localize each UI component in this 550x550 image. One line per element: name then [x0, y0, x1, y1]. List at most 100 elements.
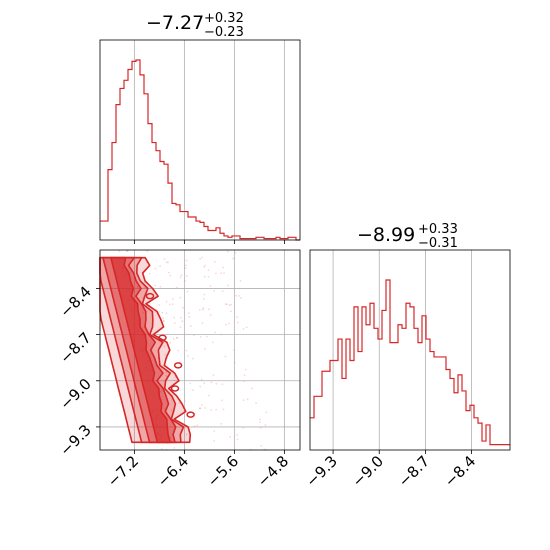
scatter-point	[161, 389, 163, 392]
scatter-point	[173, 322, 176, 324]
scatter-point	[265, 411, 268, 414]
scatter-point	[226, 303, 228, 306]
scatter-point	[220, 272, 222, 274]
scatter-point	[213, 440, 216, 442]
top-left-title-value: −7.27	[146, 12, 204, 34]
scatter-point	[210, 381, 213, 384]
scatter-point	[230, 310, 232, 313]
bottom-left-y-tick-label: −8.7	[56, 329, 94, 367]
scatter-point	[162, 320, 165, 323]
scatter-point	[185, 275, 188, 277]
scatter-point	[201, 256, 204, 259]
top-left-axes-frame	[99, 39, 301, 241]
top-left-title-upper-error: +0.32	[204, 11, 244, 26]
contour-island	[158, 334, 167, 341]
scatter-point	[236, 434, 239, 436]
bottom-right-x-tick-label: −9.0	[349, 452, 387, 490]
scatter-point	[255, 402, 257, 405]
bottom-right-grid	[332, 250, 472, 450]
scatter-point	[173, 316, 176, 319]
bottom-right-x-tick-label: −8.4	[441, 452, 479, 490]
scatter-point	[182, 306, 184, 309]
scatter-point	[242, 328, 245, 330]
panel-bottom-left: −7.2 −6.4 −5.6 −4.8 −8.4 −8.7 −9.0 −9.3	[56, 249, 301, 491]
scatter-point	[203, 382, 206, 385]
scatter-point	[165, 371, 168, 373]
scatter-point	[206, 335, 208, 338]
scatter-point	[159, 265, 162, 267]
scatter-point	[259, 427, 262, 429]
bottom-left-y-tick-label: −9.3	[56, 421, 94, 459]
bottom-left-axes-frame	[99, 249, 301, 451]
scatter-point	[170, 409, 173, 412]
scatter-point	[201, 322, 204, 324]
scatter-point	[203, 293, 206, 296]
scatter-point	[210, 409, 213, 411]
scatter-point	[203, 348, 206, 350]
scatter-point	[159, 285, 162, 288]
scatter-point	[159, 390, 162, 393]
scatter-point	[200, 378, 203, 381]
scatter-point	[168, 271, 170, 274]
scatter-point	[179, 296, 182, 299]
contour-level-4	[110, 256, 171, 444]
scatter-point	[245, 326, 248, 329]
scatter-point	[169, 303, 171, 306]
scatter-point	[169, 436, 172, 439]
scatter-point	[244, 368, 247, 371]
scatter-point	[143, 286, 146, 289]
bottom-left-y-ticks: −8.4 −8.7 −9.0 −9.3	[56, 283, 100, 460]
contour-island	[173, 362, 183, 369]
scatter-point	[118, 250, 121, 253]
scatter-point	[161, 311, 164, 314]
scatter-point	[246, 398, 249, 401]
scatter-point	[184, 267, 187, 269]
scatter-point	[158, 311, 161, 313]
scatter-point	[142, 311, 145, 314]
scatter-point	[213, 430, 216, 433]
bottom-left-y-tick-label: −9.0	[56, 375, 94, 413]
scatter-point	[215, 408, 218, 411]
scatter-point	[259, 418, 261, 421]
scatter-point	[236, 321, 239, 324]
scatter-point	[232, 257, 235, 260]
scatter-point	[185, 264, 187, 267]
bottom-left-contours	[99, 256, 195, 444]
scatter-point	[199, 407, 202, 410]
scatter-point	[136, 286, 139, 289]
scatter-point	[207, 269, 210, 272]
scatter-point	[213, 261, 216, 263]
scatter-point	[225, 323, 227, 326]
scatter-point	[165, 312, 168, 315]
scatter-point	[192, 357, 194, 360]
bottom-right-title-lower-error: −0.31	[418, 236, 458, 251]
scatter-point	[175, 336, 178, 339]
scatter-point	[236, 438, 239, 441]
scatter-point	[259, 421, 261, 424]
scatter-point	[242, 399, 245, 402]
scatter-point	[171, 298, 174, 300]
scatter-point	[202, 307, 205, 310]
scatter-point	[136, 285, 139, 288]
scatter-point	[196, 424, 199, 427]
scatter-point	[204, 407, 207, 409]
scatter-point	[192, 389, 194, 392]
scatter-point	[264, 424, 267, 426]
scatter-point	[204, 264, 206, 267]
scatter-point	[229, 436, 232, 438]
scatter-point	[212, 341, 214, 344]
scatter-point	[199, 385, 202, 388]
top-left-grid	[133, 40, 285, 240]
scatter-point	[207, 276, 210, 278]
scatter-point	[187, 312, 190, 314]
bottom-right-x-tick-label: −8.7	[395, 452, 433, 490]
scatter-point	[172, 337, 175, 340]
scatter-point	[178, 402, 181, 404]
scatter-point	[227, 284, 230, 287]
scatter-point	[176, 286, 178, 289]
scatter-point	[131, 277, 133, 280]
scatter-point	[214, 331, 216, 334]
scatter-point	[199, 407, 201, 410]
contour-island	[170, 385, 180, 392]
